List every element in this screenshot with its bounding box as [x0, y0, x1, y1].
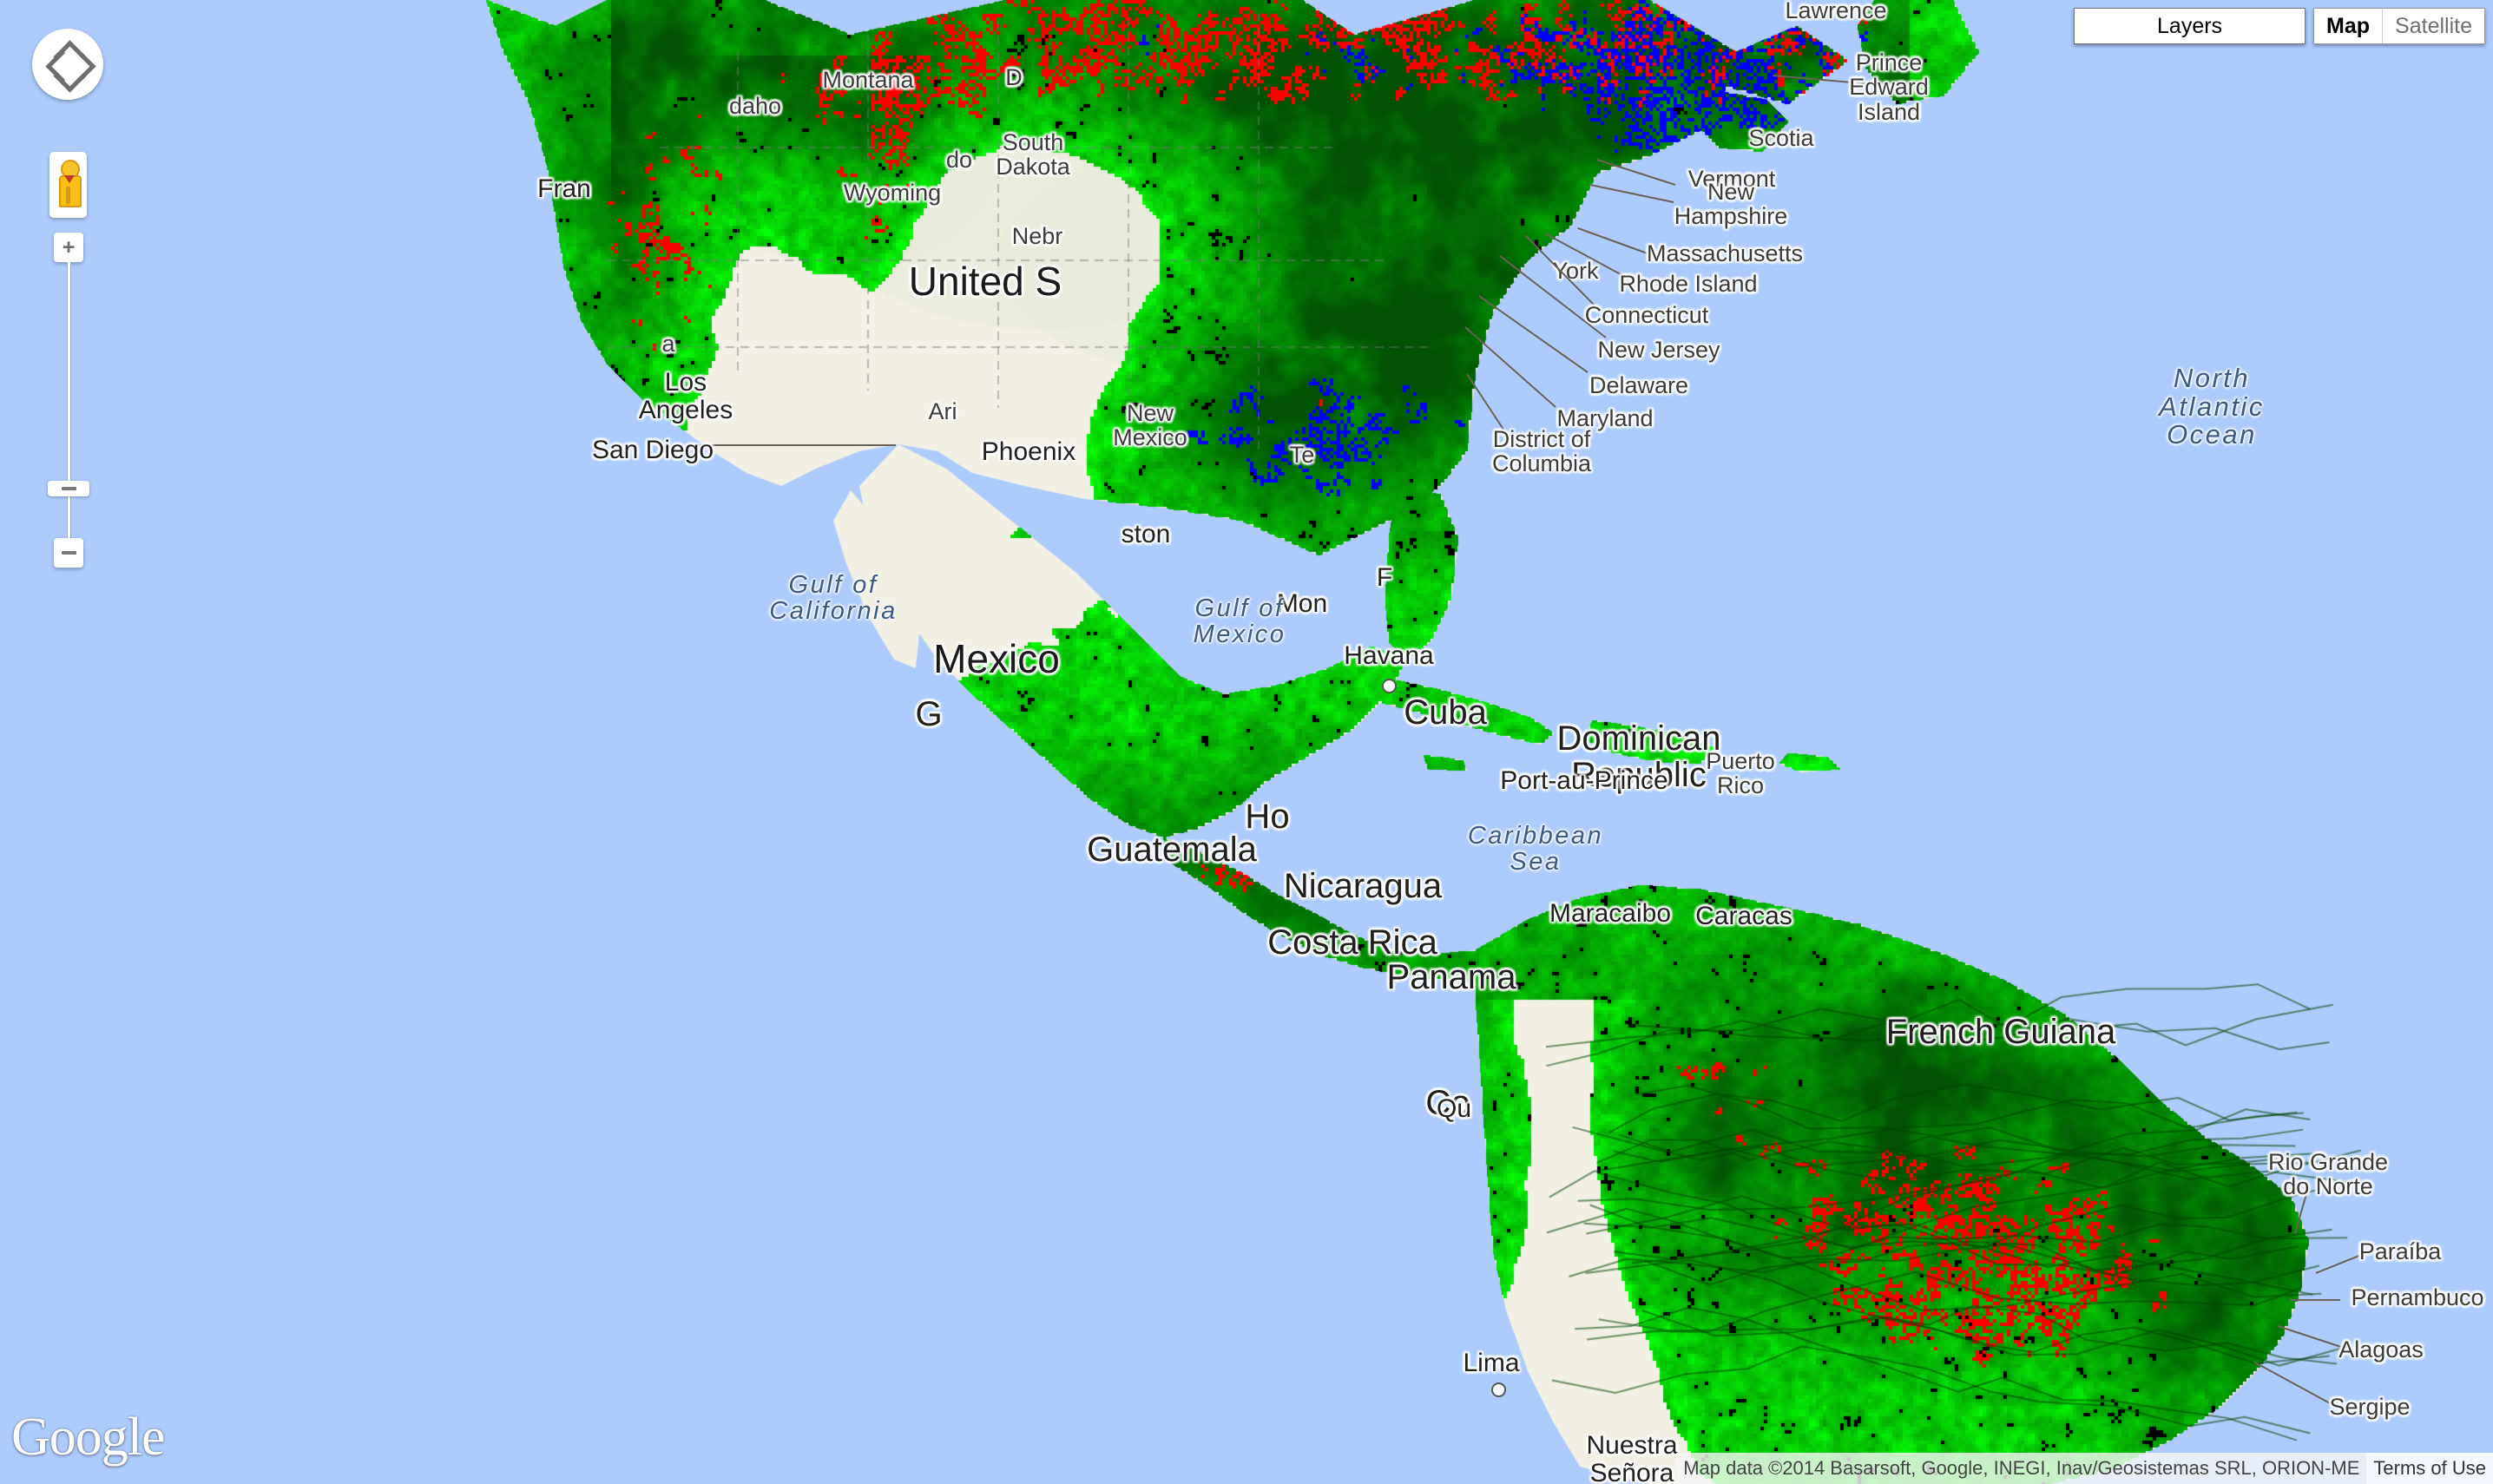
pan-compass-control[interactable]: [32, 29, 103, 100]
map-type-satellite-button[interactable]: Satellite: [2383, 9, 2484, 43]
zoom-control[interactable]: +: [48, 233, 89, 568]
map-data-attribution: Map data ©2014 Basarsoft, Google, INEGI,…: [1676, 1453, 2367, 1484]
layers-button[interactable]: Layers: [2074, 8, 2306, 44]
zoom-in-button[interactable]: +: [54, 233, 83, 262]
pegman-legs: [66, 187, 70, 204]
city-marker-dot: [1382, 679, 1397, 693]
zoom-slider-handle[interactable]: [48, 480, 89, 496]
zoom-out-icon: [61, 551, 76, 555]
map-type-map-label: Map: [2326, 13, 2371, 38]
zoom-slider-track[interactable]: [66, 262, 71, 538]
attribution-bar: Map data ©2014 Basarsoft, Google, INEGI,…: [1676, 1453, 2493, 1484]
layers-button-label: Layers: [2157, 13, 2223, 38]
terms-of-use-link[interactable]: Terms of Use: [2366, 1453, 2493, 1484]
zoom-in-label: +: [62, 234, 76, 259]
pegman-collar: [64, 175, 75, 183]
street-view-pegman-icon[interactable]: [49, 152, 87, 218]
map-type-toggle[interactable]: Map Satellite: [2313, 8, 2485, 44]
map-top-controls: Layers Map Satellite: [2074, 8, 2485, 44]
zoom-out-button[interactable]: [54, 538, 83, 568]
city-marker-dot: [1491, 1382, 1506, 1397]
google-logo: Google: [11, 1408, 166, 1467]
map-type-satellite-label: Satellite: [2395, 13, 2472, 38]
map-type-map-button[interactable]: Map: [2314, 9, 2384, 43]
slider-grip-icon: [61, 486, 76, 490]
